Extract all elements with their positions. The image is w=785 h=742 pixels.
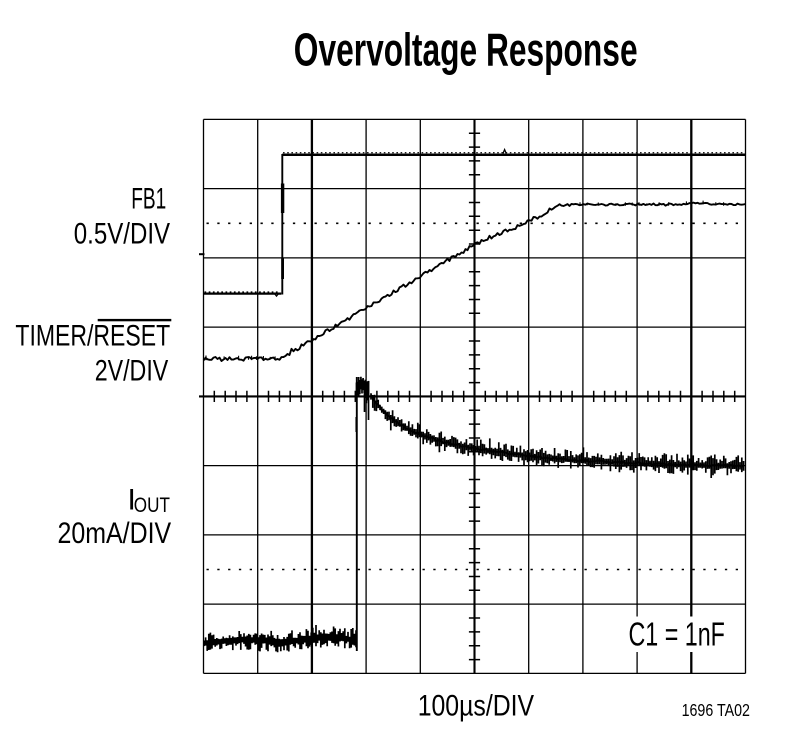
svg-text:100µs/DIV: 100µs/DIV bbox=[418, 690, 534, 723]
svg-text:C1 = 1nF: C1 = 1nF bbox=[629, 615, 725, 652]
svg-text:Overvoltage Response: Overvoltage Response bbox=[294, 24, 638, 76]
svg-text:OUT: OUT bbox=[134, 493, 170, 517]
svg-text:I: I bbox=[128, 484, 136, 517]
svg-text:FB1: FB1 bbox=[131, 183, 166, 216]
svg-text:1696 TA02: 1696 TA02 bbox=[682, 700, 750, 720]
svg-text:0.5V/DIV: 0.5V/DIV bbox=[74, 217, 170, 250]
svg-text:20mA/DIV: 20mA/DIV bbox=[58, 517, 172, 550]
svg-text:TIMER/RESET: TIMER/RESET bbox=[15, 320, 170, 353]
svg-text:2V/DIV: 2V/DIV bbox=[95, 355, 169, 388]
